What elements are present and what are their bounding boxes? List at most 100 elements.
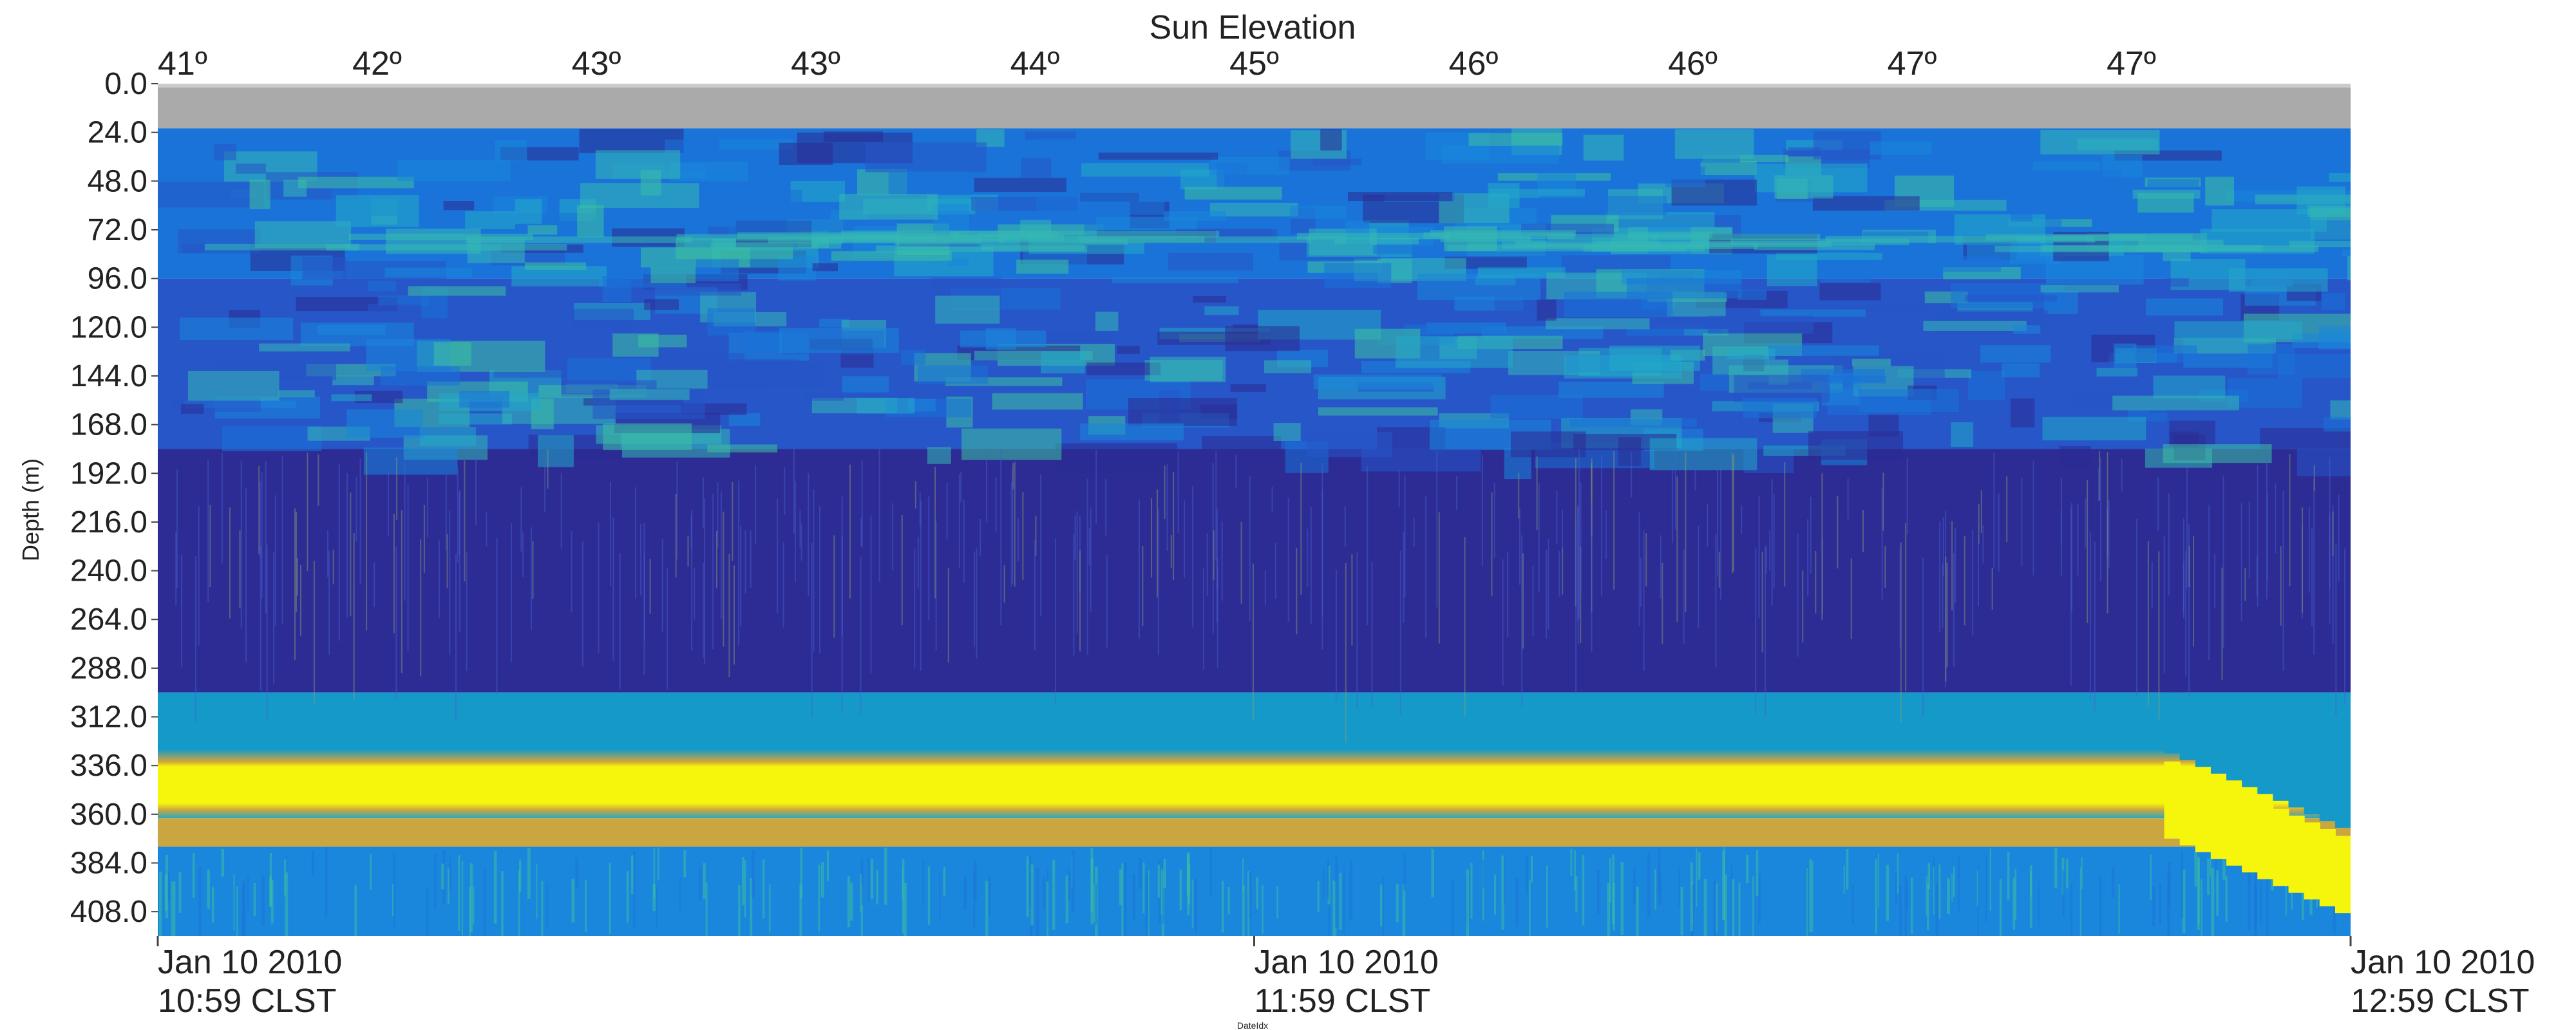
- texture-patch: [2096, 368, 2137, 377]
- texture-streak: [1242, 858, 1244, 892]
- texture-streak: [1773, 494, 1775, 588]
- texture-streak: [387, 472, 389, 536]
- texture-streak: [407, 484, 409, 651]
- texture-streak: [1043, 877, 1045, 909]
- texture-streak: [269, 852, 272, 906]
- texture-patch: [158, 182, 265, 208]
- texture-streak: [2012, 877, 2016, 930]
- texture-patch: [1558, 381, 1664, 398]
- texture-streak: [1765, 547, 1766, 717]
- texture-patch: [1665, 166, 1705, 187]
- texture-patch: [1264, 360, 1312, 373]
- texture-streak: [2256, 556, 2258, 596]
- texture-streak: [2089, 532, 2091, 700]
- texture-streak: [1502, 559, 1504, 686]
- texture-streak: [800, 847, 803, 899]
- texture-streak: [750, 530, 752, 588]
- texture-patch: [1968, 370, 2005, 400]
- tail-mid: [2179, 697, 2196, 760]
- texture-patch: [384, 267, 472, 277]
- texture-streak: [496, 538, 498, 695]
- texture-streak: [1716, 469, 1718, 577]
- texture-streak: [833, 535, 835, 638]
- texture-streak: [1577, 504, 1579, 645]
- texture-streak: [192, 853, 195, 899]
- top-tick-label: 46º: [1449, 45, 1499, 82]
- texture-streak: [284, 859, 287, 896]
- texture-streak: [1464, 537, 1466, 717]
- texture-patch: [729, 359, 799, 371]
- texture-patch: [1674, 129, 1754, 159]
- top-axis-ticks: 41º 42º 43º 43º 44º 45º 46º 46º 47º 47º: [158, 45, 2156, 82]
- texture-streak: [171, 881, 175, 936]
- texture-streak: [359, 458, 361, 585]
- texture-patch: [1488, 189, 1586, 198]
- texture-streak: [609, 863, 611, 935]
- texture-streak: [2275, 483, 2277, 554]
- texture-streak: [1685, 451, 1687, 612]
- texture-streak: [473, 886, 475, 924]
- texture-streak: [1335, 570, 1337, 702]
- texture-patch: [1306, 432, 1392, 458]
- texture-streak: [2185, 550, 2187, 677]
- texture-streak: [782, 542, 784, 628]
- texture-streak: [1852, 884, 1854, 925]
- texture-streak: [1403, 532, 1405, 623]
- texture-streak: [784, 467, 786, 515]
- texture-streak: [273, 552, 275, 684]
- texture-streak: [194, 556, 196, 722]
- texture-streak: [261, 876, 265, 926]
- texture-patch: [397, 159, 511, 182]
- texture-streak: [943, 866, 946, 896]
- y-tick-label: 360.0: [70, 798, 147, 832]
- texture-streak: [2222, 848, 2226, 880]
- texture-streak: [1028, 855, 1032, 909]
- texture-streak: [860, 518, 862, 547]
- texture-streak: [1212, 462, 1214, 633]
- texture-streak: [752, 850, 755, 899]
- texture-streak: [1317, 880, 1320, 912]
- texture-patch: [918, 365, 988, 384]
- texture-streak: [1073, 534, 1075, 657]
- texture-streak: [973, 551, 975, 648]
- texture-streak: [1515, 878, 1519, 927]
- texture-patch: [222, 426, 322, 451]
- texture-streak: [2198, 859, 2200, 924]
- texture-patch: [1095, 312, 1119, 331]
- texture-streak: [1491, 492, 1493, 597]
- texture-streak: [1797, 533, 1799, 657]
- texture-patch: [1117, 346, 1140, 354]
- texture-patch: [985, 328, 1016, 350]
- texture-streak: [876, 869, 878, 904]
- texture-streak: [2081, 857, 2083, 889]
- texture-streak: [2167, 874, 2170, 936]
- texture-streak: [1287, 497, 1289, 622]
- texture-patch: [2330, 400, 2351, 420]
- texture-streak: [1532, 566, 1534, 637]
- texture-patch: [180, 317, 294, 341]
- texture-patch: [1609, 345, 1700, 371]
- texture-streak: [1638, 512, 1640, 626]
- texture-streak: [633, 851, 636, 928]
- texture-streak: [1809, 859, 1812, 933]
- texture-streak: [1660, 535, 1662, 599]
- texture-band: [875, 245, 1088, 252]
- texture-streak: [1323, 866, 1325, 901]
- texture-streak: [2313, 478, 2315, 655]
- tail-mid: [2304, 729, 2320, 814]
- texture-streak: [2302, 507, 2304, 613]
- texture-streak: [1142, 863, 1145, 913]
- texture-streak: [1769, 530, 1771, 570]
- texture-streak: [1413, 518, 1415, 547]
- texture-streak: [571, 879, 575, 923]
- texture-patch: [443, 201, 475, 211]
- texture-streak: [1521, 535, 1523, 707]
- texture-streak: [1139, 857, 1142, 889]
- texture-streak: [1262, 885, 1264, 934]
- texture-streak: [2254, 883, 2257, 936]
- texture-streak: [459, 492, 460, 555]
- texture-streak: [1195, 879, 1197, 933]
- texture-streak: [1022, 492, 1024, 581]
- texture-streak: [1884, 546, 1886, 588]
- tail-mid: [2334, 737, 2351, 828]
